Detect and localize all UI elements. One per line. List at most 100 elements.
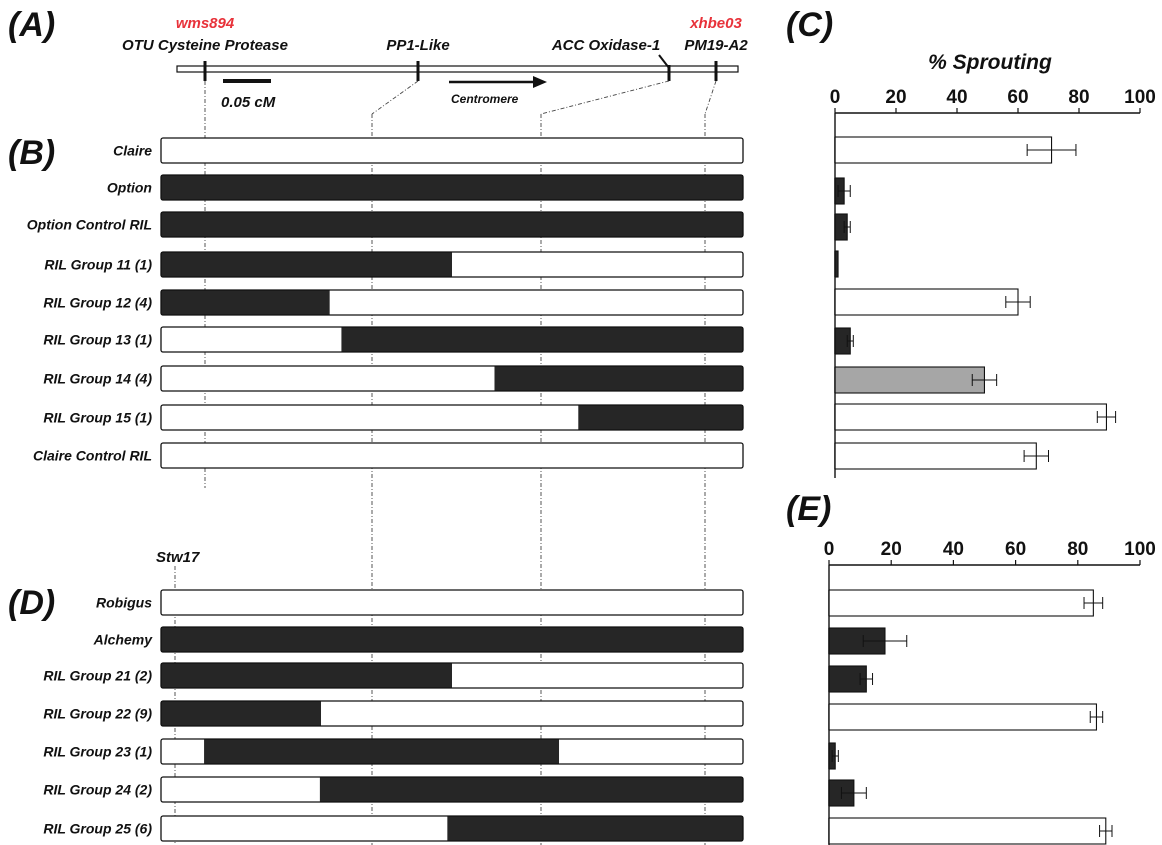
- genotype-segment-light: [161, 777, 320, 802]
- marker-label-pp1: PP1-Like: [386, 37, 449, 54]
- genotype-segment-light: [559, 739, 743, 764]
- chart-c-bars: [834, 136, 1117, 470]
- sprouting-chart-c: % Sprouting 0 20 40 60 80 100: [830, 51, 1156, 478]
- genotype-label: Claire: [113, 143, 152, 159]
- genotype-segment-light: [452, 663, 743, 688]
- genotype-segment-light: [452, 252, 743, 277]
- genotype-label: RIL Group 11 (1): [44, 257, 152, 273]
- chromosome-bar: [176, 65, 739, 73]
- scale-bar-label: 0.05 cM: [221, 94, 276, 111]
- chart-e-axis: 0 20 40 60 80 100: [824, 539, 1156, 845]
- x-tick-label: 80: [1068, 87, 1089, 108]
- genotype-segment-dark: [161, 701, 322, 726]
- genotype-label: Claire Control RIL: [33, 448, 152, 464]
- panel-label-b: (B): [8, 134, 55, 172]
- genotype-bar-outline: [160, 626, 744, 653]
- genotype-bar-outline: [160, 211, 744, 238]
- x-tick-label: 40: [946, 87, 967, 108]
- genotype-segment-dark: [204, 739, 560, 764]
- marker-leader-acc: [658, 54, 670, 69]
- x-tick-label: 100: [1124, 87, 1156, 108]
- genotype-bar-outline: [160, 738, 744, 765]
- bar: [834, 442, 1037, 470]
- chart-c-axis: 0 20 40 60 80 100: [830, 87, 1156, 478]
- genotype-label: RIL Group 14 (4): [43, 371, 152, 387]
- genotype-segment-dark: [161, 290, 330, 315]
- genotype-bar-outline: [160, 776, 744, 803]
- bar: [834, 136, 1053, 164]
- x-tick-label: 60: [1005, 539, 1026, 560]
- genotype-segment-light: [321, 701, 743, 726]
- chart-e-bars: [828, 589, 1113, 845]
- genotype-bar-outline: [160, 137, 744, 164]
- centromere-arrowhead: [533, 76, 547, 88]
- genotype-bar-outline: [160, 174, 744, 201]
- panel-b-genotypes: Claire Option Option Control RIL RIL Group …: [27, 137, 744, 469]
- genotype-label: Option Control RIL: [27, 217, 152, 233]
- genotype-bar-outline: [160, 365, 744, 392]
- genotype-bar-outline: [160, 404, 744, 431]
- genetic-map: wms894 OTU Cysteine Protease PP1-Like AC…: [122, 15, 748, 566]
- genotype-label: RIL Group 24 (2): [43, 782, 152, 798]
- guide-line-pm19-link: [704, 80, 717, 115]
- x-tick-label: 0: [830, 87, 841, 108]
- genotype-segment-light: [161, 739, 205, 764]
- x-tick-label: 40: [943, 539, 964, 560]
- genotype-bar-outline: [160, 700, 744, 727]
- x-tick-label: 0: [824, 539, 835, 560]
- guide-line-acc-link: [540, 80, 670, 115]
- centromere-label: Centromere: [451, 92, 519, 106]
- genotype-label: RIL Group 12 (4): [43, 295, 152, 311]
- genotype-segment-dark: [161, 175, 743, 200]
- bar: [828, 817, 1107, 845]
- genotype-segment-dark: [447, 816, 743, 841]
- genotype-bar-outline: [160, 326, 744, 353]
- genotype-label: RIL Group 23 (1): [43, 744, 152, 760]
- genotype-segment-dark: [161, 212, 743, 237]
- guide-line-pp1-link: [371, 80, 419, 115]
- genotype-segment-light: [329, 290, 743, 315]
- x-tick-label: 100: [1124, 539, 1156, 560]
- chart-c-title: % Sprouting: [928, 51, 1052, 74]
- genotype-segment-light: [161, 816, 448, 841]
- sprouting-chart-e: 0 20 40 60 80 100: [824, 539, 1156, 845]
- bar: [834, 403, 1108, 431]
- genotype-bar-outline: [160, 442, 744, 469]
- genotype-segment-light: [161, 443, 743, 468]
- genotype-segment-dark: [319, 777, 743, 802]
- genotype-segment-dark: [494, 366, 743, 391]
- x-tick-label: 60: [1007, 87, 1028, 108]
- genotype-bar-outline: [160, 662, 744, 689]
- genotype-segment-light: [161, 366, 495, 391]
- genotype-label: RIL Group 25 (6): [43, 821, 152, 837]
- marker-label-acc: ACC Oxidase-1: [551, 37, 660, 54]
- panel-label-e: (E): [786, 490, 831, 528]
- marker-label-pm19: PM19-A2: [684, 37, 748, 54]
- genotype-bar-outline: [160, 815, 744, 842]
- x-tick-label: 80: [1067, 539, 1088, 560]
- genotype-segment-dark: [161, 252, 452, 277]
- genotype-label: Robigus: [96, 595, 152, 611]
- genotype-segment-dark: [578, 405, 743, 430]
- bar: [828, 589, 1094, 617]
- genotype-segment-dark: [341, 327, 743, 352]
- bar: [834, 366, 985, 394]
- genotype-bar-outline: [160, 251, 744, 278]
- marker-label-otu: OTU Cysteine Protease: [122, 37, 288, 54]
- genotype-segment-dark: [161, 627, 743, 652]
- marker-alias-otu: wms894: [176, 15, 235, 32]
- x-tick-label: 20: [881, 539, 902, 560]
- stw17-label: Stw17: [156, 549, 200, 566]
- genotype-label: Alchemy: [93, 632, 154, 648]
- genotype-segment-light: [161, 138, 743, 163]
- panel-label-c: (C): [786, 6, 833, 44]
- genotype-label: RIL Group 15 (1): [43, 410, 152, 426]
- genotype-segment-light: [161, 327, 342, 352]
- panel-label-a: (A): [8, 6, 55, 44]
- bar: [828, 703, 1098, 731]
- panel-d-genotypes: Robigus Alchemy RIL Group 21 (2) RIL Group …: [43, 589, 744, 842]
- genotype-bar-outline: [160, 589, 744, 616]
- genotype-segment-light: [161, 590, 743, 615]
- genotype-label: RIL Group 21 (2): [43, 668, 152, 684]
